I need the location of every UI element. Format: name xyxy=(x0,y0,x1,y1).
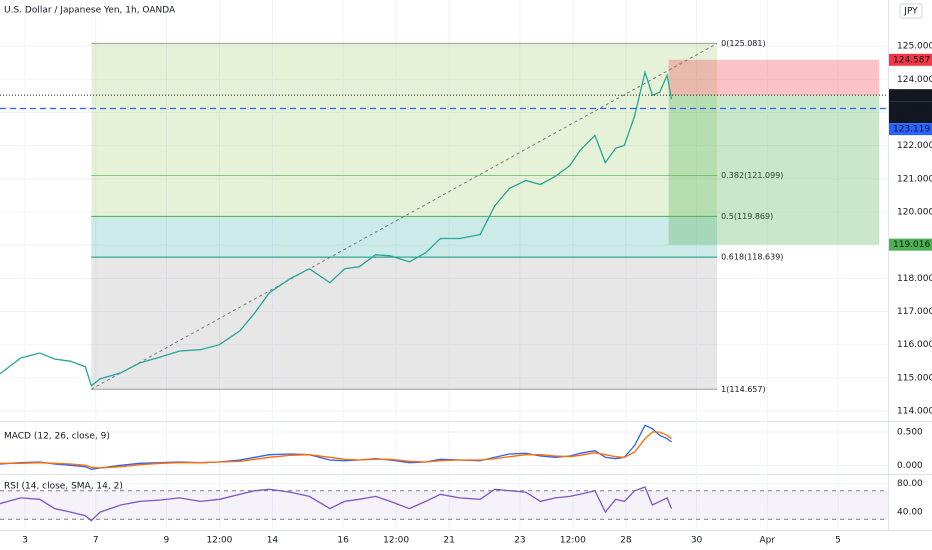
price-label-box xyxy=(889,89,932,102)
price-label-box xyxy=(889,123,932,136)
y-tick-label: 114.000 xyxy=(897,407,932,417)
x-tick-label: 16 xyxy=(337,536,349,546)
series-line xyxy=(0,69,673,387)
fib-zone xyxy=(91,43,718,176)
fib-label: 0(125.081) xyxy=(721,39,765,48)
x-tick-label: 12:00 xyxy=(383,536,409,546)
y-tick-label: 118.000 xyxy=(897,274,932,284)
fib-zone xyxy=(91,175,718,217)
series-line xyxy=(0,431,672,469)
x-tick-label: 7 xyxy=(93,536,99,546)
fib-zone xyxy=(91,257,718,390)
y-tick-label: 115.000 xyxy=(897,373,932,383)
y-tick-label: 125.000 xyxy=(897,42,932,52)
countdown: 49:31 xyxy=(893,113,919,123)
x-tick-label: 12:00 xyxy=(560,536,586,546)
x-tick-label: 9 xyxy=(164,536,170,546)
y-tick-label: 124.000 xyxy=(897,75,932,85)
y-tick-label: 117.000 xyxy=(897,307,932,317)
x-tick-label: 23 xyxy=(514,536,525,546)
fib-label: 0.5(119.869) xyxy=(721,212,773,221)
target-zone xyxy=(668,95,880,245)
y-tick-label: 120.000 xyxy=(897,207,932,217)
price-label: 123.406 xyxy=(893,103,930,113)
x-tick-label: 3 xyxy=(22,536,28,546)
y-tick-label: 122.000 xyxy=(897,141,932,151)
x-tick-label: Apr xyxy=(759,536,775,546)
fib-label: 0.382(121.099) xyxy=(721,171,783,180)
y-tick-label: 0.500 xyxy=(897,428,923,438)
fib-label: 1(114.657) xyxy=(721,385,765,394)
price-label: 123.522 xyxy=(893,91,930,101)
chart-title: U.S. Dollar / Japanese Yen, 1h, OANDA xyxy=(4,6,176,16)
stop-zone xyxy=(668,59,880,96)
x-tick-label: 30 xyxy=(691,536,703,546)
macd-title: MACD (12, 26, close, 9) xyxy=(4,432,110,442)
x-tick-label: 5 xyxy=(835,536,841,546)
fib-zone xyxy=(91,216,718,258)
rsi-title: RSI (14, close, SMA, 14, 2) xyxy=(4,482,123,492)
price-label: 124.587 xyxy=(893,55,930,65)
x-tick-label: 28 xyxy=(620,536,632,546)
currency[interactable]: JPY xyxy=(903,7,918,17)
y-tick-label: 116.000 xyxy=(897,340,932,350)
currency-box[interactable] xyxy=(899,3,923,19)
fib-label: 0.618(118.639) xyxy=(721,253,783,262)
price-label-box xyxy=(889,238,932,251)
trend-line xyxy=(91,42,718,390)
y-tick-label: 0.000 xyxy=(897,461,923,471)
price-label: 119.016 xyxy=(893,240,930,250)
price-label-box xyxy=(889,101,932,124)
x-tick-label: 21 xyxy=(443,536,454,546)
y-tick-label: 40.00 xyxy=(897,508,923,518)
series-line xyxy=(0,486,673,522)
price-label-box xyxy=(889,53,932,66)
y-tick-label: 121.000 xyxy=(897,174,932,184)
x-tick-label: 12:00 xyxy=(206,536,232,546)
x-tick-label: 14 xyxy=(267,536,279,546)
price-label: 123.119 xyxy=(893,125,930,135)
y-tick-label: 80.00 xyxy=(897,479,923,489)
